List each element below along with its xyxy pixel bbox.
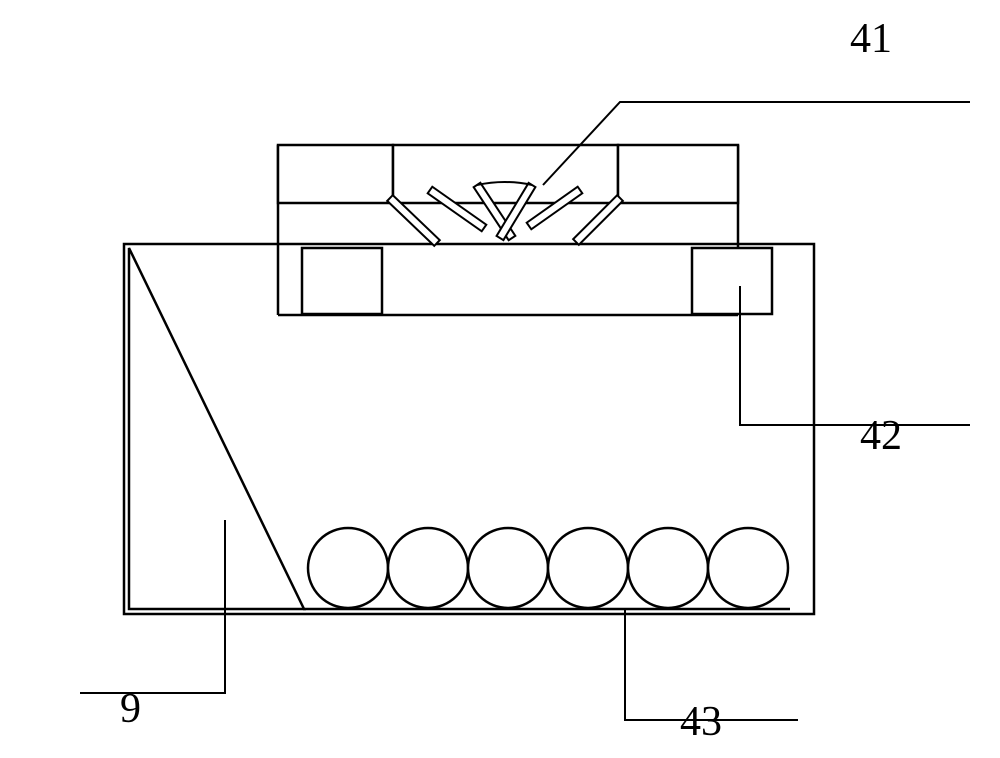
label-43: 43 [680, 698, 722, 746]
label-9: 9 [120, 685, 141, 733]
label-42: 42 [860, 412, 902, 460]
diagram-svg [0, 0, 1000, 758]
label-41: 41 [850, 15, 892, 63]
